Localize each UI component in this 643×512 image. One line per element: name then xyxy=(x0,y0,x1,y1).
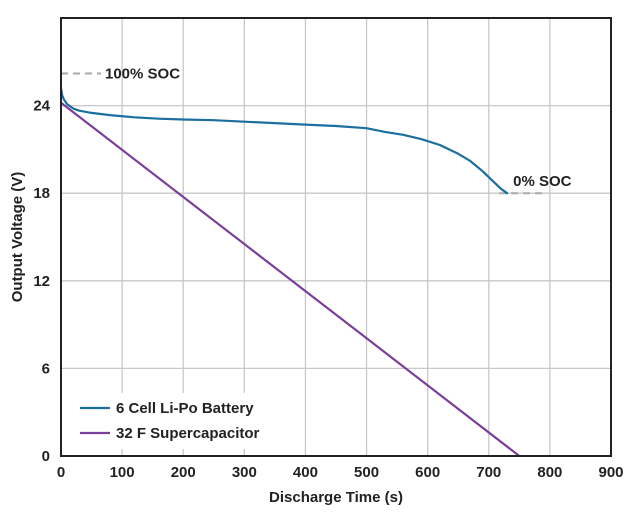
legend-label: 32 F Supercapacitor xyxy=(116,425,260,442)
x-tick-label: 200 xyxy=(171,464,196,481)
series-line-1 xyxy=(59,101,521,458)
x-tick-label: 900 xyxy=(598,464,623,481)
plot-frame xyxy=(60,17,612,457)
tick-labels: 0 100 200 300 400 500 600 700 800 900 0 6 12 18 24 xyxy=(33,98,623,481)
series-line-0 xyxy=(59,86,509,195)
x-tick-label: 800 xyxy=(537,464,562,481)
x-tick-label: 500 xyxy=(354,464,379,481)
y-tick-label: 12 xyxy=(33,273,50,290)
soc-100-label: 100% SOC xyxy=(105,65,180,82)
soc-reference-lines xyxy=(61,72,546,195)
grid xyxy=(61,18,611,456)
x-tick-label: 600 xyxy=(415,464,440,481)
y-axis-label: Output Voltage (V) xyxy=(9,172,26,303)
legend-label: 6 Cell Li-Po Battery xyxy=(116,400,254,417)
x-tick-label: 0 xyxy=(57,464,65,481)
legend-background xyxy=(72,393,294,449)
x-axis-label: Discharge Time (s) xyxy=(269,489,403,506)
series-lines xyxy=(59,86,521,458)
annotations: 100% SOC 0% SOC xyxy=(105,65,572,190)
y-tick-label: 6 xyxy=(42,360,50,377)
soc-0-label: 0% SOC xyxy=(513,173,572,190)
y-tick-label: 24 xyxy=(33,98,50,115)
y-tick-label: 0 xyxy=(42,448,50,465)
x-tick-label: 100 xyxy=(110,464,135,481)
x-tick-label: 300 xyxy=(232,464,257,481)
legend: 6 Cell Li-Po Battery 32 F Supercapacitor xyxy=(72,393,294,449)
y-tick-label: 18 xyxy=(33,185,50,202)
x-tick-label: 700 xyxy=(476,464,501,481)
x-tick-label: 400 xyxy=(293,464,318,481)
